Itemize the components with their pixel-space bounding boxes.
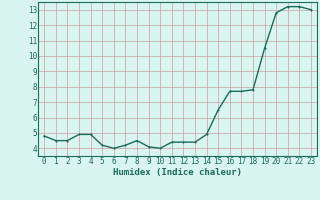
X-axis label: Humidex (Indice chaleur): Humidex (Indice chaleur): [113, 168, 242, 177]
